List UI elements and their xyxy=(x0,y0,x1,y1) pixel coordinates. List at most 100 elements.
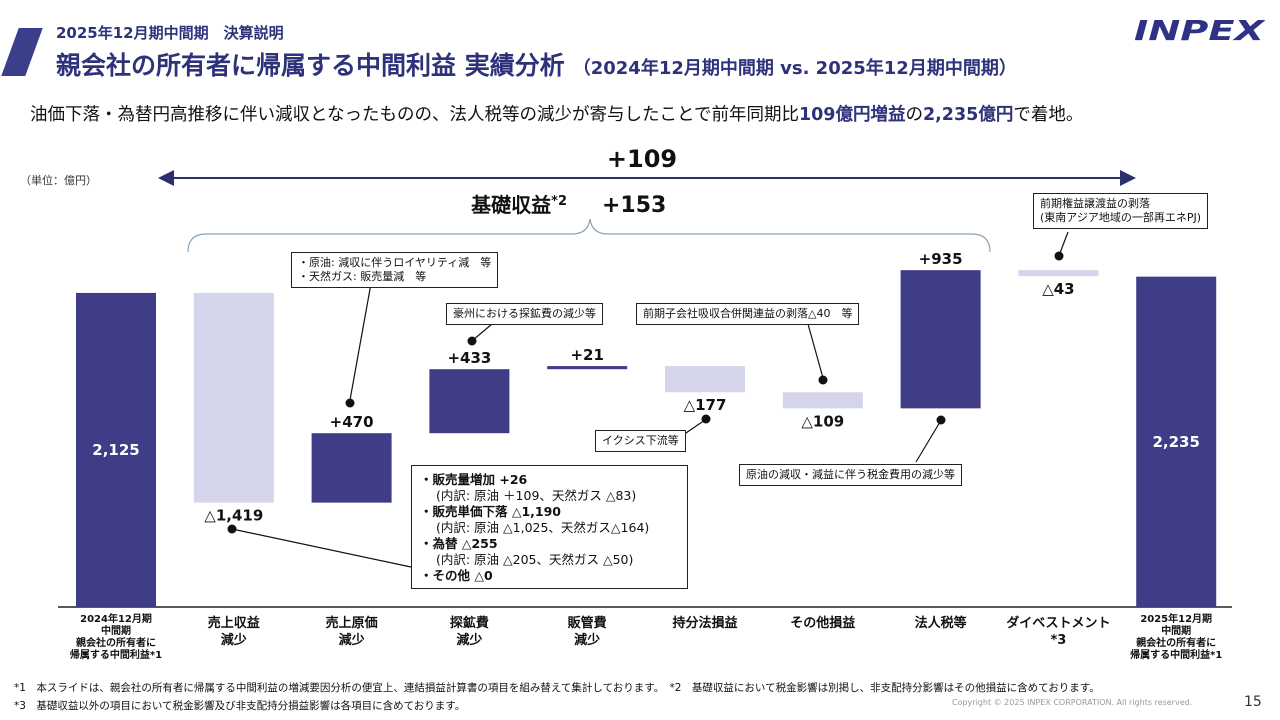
category-label-line: その他損益 xyxy=(790,616,856,631)
bar-0 xyxy=(76,292,156,607)
category-label-line: ダイベストメント*3 xyxy=(1006,616,1111,648)
summary-highlight-total: 2,235億円 xyxy=(922,105,1014,125)
callout-dot-equity xyxy=(701,414,711,424)
category-label-line: 2025年12月期 xyxy=(1140,614,1213,625)
summary-highlight-increase: 109億円増益 xyxy=(798,105,906,125)
category-label-9: 2025年12月期 中間期 親会社の所有者に 帰属する中間利益*1 xyxy=(1118,614,1234,662)
note-cost-of-sales-line2: ・天然ガス: 販売量減 等 xyxy=(298,270,427,283)
page-title: 親会社の所有者に帰属する中間利益 実績分析 （2024年12月期中間期 vs. 2… xyxy=(56,46,1017,82)
category-label-line: 親会社の所有者に xyxy=(76,638,156,649)
category-label-line: 販管費 xyxy=(567,616,607,631)
sales-detail-box: ・販売量増加 +26 (内訳: 原油 ＋109、天然ガス △83) ・販売単価下… xyxy=(411,465,688,589)
bar-value-label-5: △177 xyxy=(684,396,727,414)
note-divestment: 前期権益譲渡益の剥落 (東南アジア地域の一部再エネPJ) xyxy=(1033,193,1209,229)
callout-line-tax xyxy=(915,421,941,463)
category-label-6: その他損益 xyxy=(765,615,881,632)
category-label-line: 売上原価 xyxy=(325,616,378,631)
category-label-line: 中間期 xyxy=(101,626,131,637)
summary-text: 油価下落・為替円高推移に伴い減収となったものの、法人税等の減少が寄与したことで前… xyxy=(30,101,1083,126)
note-other: 前期子会社吸収合併関連益の剥落△40 等 xyxy=(636,303,860,325)
category-label-line: 親会社の所有者に xyxy=(1136,638,1217,649)
note-cost-of-sales: ・原油: 減収に伴うロイヤリティ減 等 ・天然ガス: 販売量減 等 xyxy=(291,252,499,288)
category-label-0: 2024年12月期 中間期 親会社の所有者に 帰属する中間利益*1 xyxy=(58,614,174,662)
callout-dot-other xyxy=(818,375,828,385)
detail-line: (内訳: 原油 △1,025、天然ガス△164) xyxy=(436,520,650,535)
callout-dot-tax xyxy=(936,415,946,425)
category-label-line: 法人税等 xyxy=(914,616,967,631)
category-label-line: 探鉱費 xyxy=(449,616,489,631)
category-label-line: 持分法損益 xyxy=(672,616,738,631)
callout-line-divestment xyxy=(1059,231,1069,254)
callout-dot-exploration xyxy=(467,336,477,346)
bar-value-label-0: 2,125 xyxy=(92,441,139,459)
footnote-3: *3 基礎収益以外の項目において税金影響及び非支配持分損益影響は各項目に含めてお… xyxy=(14,700,466,712)
page-subtitle: 2025年12月期中間期 決算説明 xyxy=(56,24,284,42)
bar-1 xyxy=(193,292,274,503)
bar-value-label-4: +21 xyxy=(570,346,603,364)
bar-value-label-6: △109 xyxy=(801,412,844,430)
callout-line-exploration xyxy=(472,323,493,341)
bar-6 xyxy=(782,392,863,409)
callout-lines xyxy=(227,231,1069,568)
base-profit-label: 基礎収益*2 xyxy=(471,193,567,217)
category-label-line: 減少 xyxy=(574,633,601,648)
unit-label: （単位：億円） xyxy=(20,174,97,187)
callout-line-other xyxy=(807,323,824,379)
bar-value-label-3: +433 xyxy=(447,349,491,367)
summary-part1: 油価下落・為替円高推移に伴い減収となったものの、法人税等の減少が寄与したことで前… xyxy=(30,105,799,125)
detail-line: (内訳: 原油 ＋109、天然ガス △83) xyxy=(436,488,637,503)
total-change-label: +109 xyxy=(607,145,677,173)
note-cost-of-sales-line1: ・原油: 減収に伴うロイヤリティ減 等 xyxy=(298,256,492,269)
callout-line-equity xyxy=(682,419,706,436)
category-label-line: 中間期 xyxy=(1161,626,1192,637)
callout-dot-cost-of-sales xyxy=(345,398,355,408)
bar-2 xyxy=(311,433,392,503)
category-label-1: 売上収益 減少 xyxy=(176,615,292,649)
category-label-8: ダイベストメント*3 xyxy=(1000,615,1116,649)
category-label-4: 販管費 減少 xyxy=(529,615,645,649)
category-label-line: 2024年12月期 xyxy=(80,614,152,625)
logo-text: INPEX xyxy=(1134,14,1266,44)
category-label-3: 探鉱費 減少 xyxy=(411,615,527,649)
detail-line: ・為替 △255 xyxy=(420,536,498,551)
detail-line: (内訳: 原油 △205、天然ガス △50) xyxy=(436,552,634,567)
copyright: Copyright © 2025 INPEX CORPORATION. All … xyxy=(952,698,1193,707)
page-number: 15 xyxy=(1244,694,1262,710)
category-label-line: 帰属する中間利益*1 xyxy=(69,650,163,661)
category-label-5: 持分法損益 xyxy=(647,615,763,632)
base-profit-brace xyxy=(187,218,991,253)
footnote-1-2: *1 本スライドは、親会社の所有者に帰属する中間利益の増減要因分析の便宜上、連結… xyxy=(14,682,1100,694)
category-label-line: 減少 xyxy=(220,633,247,648)
note-exploration: 豪州における探鉱費の減少等 xyxy=(446,303,603,325)
bar-7 xyxy=(900,270,981,409)
note-tax: 原油の減収・減益に伴う税金費用の減少等 xyxy=(739,464,962,486)
category-label-7: 法人税等 xyxy=(883,615,999,632)
category-label-line: 減少 xyxy=(456,633,483,648)
summary-part2: の xyxy=(905,105,923,125)
bar-3 xyxy=(429,369,510,434)
note-divestment-line1: 前期権益譲渡益の剥落 xyxy=(1040,197,1150,210)
callout-dot-divestment xyxy=(1054,251,1064,261)
bar-value-label-1: △1,419 xyxy=(204,507,263,525)
category-label-2: 売上原価 減少 xyxy=(294,615,410,649)
category-label-line: 減少 xyxy=(338,633,365,648)
detail-line: ・販売量増加 +26 xyxy=(420,472,528,487)
bars-group: 2,125 △1,419 +470 +433 +21 △177 △109 +935 △43 2,2… xyxy=(76,250,1217,607)
callout-line-sales xyxy=(231,528,412,568)
detail-line: ・その他 △0 xyxy=(420,568,493,583)
bar-value-label-8: △43 xyxy=(1042,280,1074,298)
bar-9 xyxy=(1136,276,1217,607)
note-equity-method: イクシス下流等 xyxy=(595,430,686,452)
inpex-logo: INPEX xyxy=(1134,14,1266,44)
bar-value-label-7: +935 xyxy=(919,250,963,268)
title-period: （2024年12月期中間期 vs. 2025年12月期中間期） xyxy=(572,58,1017,79)
bar-5 xyxy=(665,366,745,393)
detail-line: ・販売単価下落 △1,190 xyxy=(420,504,562,519)
bar-4 xyxy=(547,366,628,370)
category-label-line: 売上収益 xyxy=(207,616,260,631)
note-divestment-line2: (東南アジア地域の一部再エネPJ) xyxy=(1040,211,1202,224)
base-profit-value: +153 xyxy=(602,193,666,218)
callout-line-cost-of-sales xyxy=(349,277,373,401)
title-main: 親会社の所有者に帰属する中間利益 実績分析 xyxy=(56,51,565,80)
